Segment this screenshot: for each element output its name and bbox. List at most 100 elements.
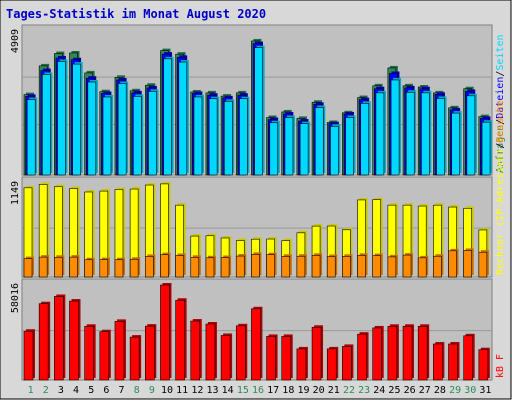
visits-legend-part-2: Besuche — [495, 100, 506, 142]
day-label: 11 — [176, 385, 188, 396]
requests-bar-pages: 2: 3430 — [42, 72, 53, 176]
visits-bar-sites-face — [235, 255, 245, 278]
kbytes-bar-kbytes: 14: 27200 — [220, 333, 233, 381]
requests-bar-pages-face — [57, 61, 66, 176]
requests-bar-pages: 19: 1750 — [299, 121, 311, 176]
visits-bar-sites: 19: 254 — [296, 254, 307, 278]
kbytes-bar-kbytes: 12: 36000 — [190, 319, 202, 381]
visits-bar-sites-face — [84, 259, 93, 278]
kbytes-ymax-label: 58016 — [10, 283, 21, 313]
requests-bar-pages: 12: 2660 — [193, 94, 204, 176]
kbytes-bar-kbytes: 19: 19000 — [296, 346, 308, 381]
visits-bar-sites-face — [23, 258, 33, 278]
requests-bar-pages-face — [481, 121, 491, 176]
requests-bar-pages: 22: 1960 — [345, 115, 356, 176]
visits-bar-sites: 22: 253 — [342, 254, 353, 278]
visits-bar-sites-face — [342, 256, 351, 278]
requests-bar-pages-face — [178, 61, 188, 176]
kbytes-bar-kbytes: 5: 32800 — [84, 324, 96, 381]
requests-bar-pages: 1: 2570 — [26, 97, 38, 176]
kbytes-bar-kbytes-face — [357, 333, 367, 381]
requests-bar-pages-face — [405, 91, 415, 176]
visits-bar-sites: 15: 256 — [235, 254, 247, 278]
requests-bar-pages-face — [345, 117, 354, 176]
day-label: 31 — [479, 385, 491, 396]
visits-bar-sites: 23: 265 — [357, 253, 368, 278]
requests-bar-pages: 17: 1780 — [269, 120, 280, 176]
kbytes-bar-kbytes: 24: 31800 — [372, 325, 384, 381]
requests-bar-pages-face — [330, 126, 339, 176]
requests-bar-pages: 23: 2440 — [360, 101, 371, 176]
visits-bar-sites: 16: 277 — [251, 252, 262, 278]
visits-bar-sites: 1: 225 — [23, 256, 34, 278]
requests-bar-pages: 11: 3850 — [178, 60, 189, 176]
visits-bar-sites: 6: 213 — [99, 257, 110, 278]
requests-legend: Anfragen/Dateien/Seiten — [495, 34, 506, 173]
visits-bar-sites: 31: 303 — [478, 250, 489, 278]
kbytes-bar-kbytes-face — [433, 343, 443, 381]
visits-bar-sites-face — [311, 255, 321, 278]
kbytes-bar-kbytes: 18: 26600 — [281, 334, 293, 381]
kbytes-bar-kbytes-face — [448, 343, 458, 381]
requests-bar-pages-face — [375, 92, 385, 176]
requests-bar-pages-face — [133, 96, 142, 176]
visits-bar-sites: 20: 265 — [311, 253, 323, 278]
kbytes-bar-kbytes: 3: 51000 — [54, 294, 66, 381]
visits-bar-sites: 26: 268 — [402, 253, 414, 278]
day-label: 3 — [58, 385, 64, 396]
kbytes-bar-kbytes-face — [54, 296, 64, 381]
day-label: 27 — [419, 385, 431, 396]
visits-bar-sites-face — [160, 254, 169, 278]
visits-bar-sites: 24: 262 — [372, 253, 383, 278]
kbytes-bar-kbytes-face — [190, 320, 201, 381]
kbytes-bar-kbytes-face — [281, 336, 292, 381]
day-label: 14 — [222, 385, 234, 396]
day-axis-labels: 1 2 3 4 5 6 7 8 9 10 11 12 13 14 15 16 17 18 19 20 21 22 23 24 2… — [28, 385, 492, 396]
requests-bar-pages: 26: 2820 — [405, 90, 417, 176]
day-label: 20 — [313, 385, 325, 396]
visits-bar-sites: 27: 234 — [417, 255, 429, 278]
day-label: 1 — [28, 385, 34, 396]
requests-bar-pages-face — [102, 96, 112, 176]
requests-bar-pages-face — [451, 112, 461, 176]
visits-bar-sites: 21: 250 — [326, 254, 338, 278]
visits-bar-sites: 25: 246 — [387, 254, 398, 278]
kbytes-bar-kbytes-face — [326, 348, 337, 381]
visits-bar-sites: 14: 238 — [220, 255, 232, 278]
visits-bar-sites-face — [357, 255, 366, 278]
requests-bar-pages-face — [299, 123, 309, 176]
kbytes-bar-kbytes-face — [175, 299, 185, 381]
kbytes-bar-kbytes-face — [402, 325, 413, 381]
kbytes-bar-kbytes: 10: 58016 — [160, 283, 172, 381]
kbytes-bar-kbytes-face — [84, 325, 94, 381]
requests-bar-pages-face — [254, 47, 263, 176]
kbytes-bar-kbytes-face — [38, 303, 49, 381]
requests-bar-pages-face — [87, 81, 97, 176]
day-label: 29 — [449, 385, 461, 396]
kbytes-bar-kbytes-face — [129, 336, 140, 381]
visits-bar-sites-face — [478, 251, 488, 278]
day-label: 26 — [404, 385, 416, 396]
kbytes-bar-kbytes: 22: 20500 — [342, 344, 354, 381]
visits-bar-sites-face — [114, 259, 124, 278]
day-label: 10 — [161, 385, 173, 396]
panel-visits: 1149 Rechner (IP-Adressen)/Besuche1: 1090… — [10, 100, 506, 278]
visits-bar-sites-face — [144, 256, 154, 278]
kbytes-bar-kbytes-face — [387, 325, 398, 381]
requests-bar-pages-face — [72, 63, 81, 176]
kbytes-bar-kbytes: 21: 19000 — [326, 346, 339, 381]
visits-bar-sites-face — [402, 254, 412, 278]
visits-bar-sites: 28: 254 — [433, 254, 444, 278]
visits-bar-sites-face — [417, 257, 427, 278]
requests-legend-part-2: Dateien — [495, 77, 506, 119]
visits-bar-sites: 7: 211 — [114, 257, 125, 278]
day-label: 13 — [206, 385, 218, 396]
day-label: 2 — [43, 385, 49, 396]
kbytes-bar-kbytes-face — [372, 327, 383, 381]
requests-legend-part-1: / — [495, 119, 506, 125]
requests-bar-pages-face — [436, 98, 445, 176]
kbytes-bar-kbytes: 30: 27000 — [463, 333, 475, 381]
